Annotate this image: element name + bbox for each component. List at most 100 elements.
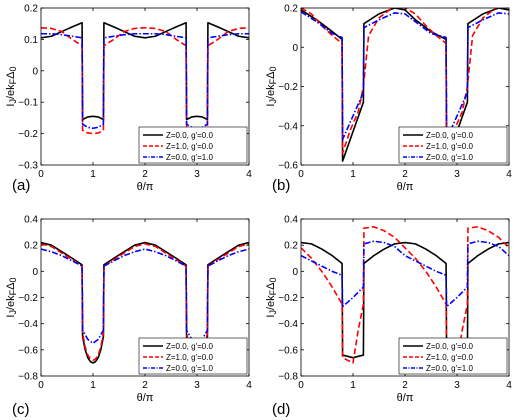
y-tick-label: −0.2	[18, 129, 38, 140]
x-tick-label: 1	[350, 380, 356, 391]
y-axis-label-part: Δ	[265, 71, 277, 79]
legend-entry-3: Z=0.0, g'=1.0	[426, 364, 473, 373]
y-axis-label-subscript: F	[8, 289, 18, 295]
y-axis-label-part: Δ	[5, 282, 17, 290]
y-axis-label: IJ/ekFΔ0	[265, 66, 278, 106]
x-axis-label: θ/π	[137, 392, 154, 404]
x-tick-label: 3	[454, 169, 460, 180]
x-tick-label: 4	[506, 169, 512, 180]
y-tick-label: 0.2	[284, 4, 298, 15]
series-line-2	[41, 26, 249, 135]
legend: Z=0.0, g'=0.0 Z=1.0, g'=0.0 Z=0.0, g'=1.0	[138, 126, 248, 164]
legend-entry-1: Z=0.0, g'=0.0	[426, 131, 473, 140]
y-tick-label: −0.4	[18, 319, 38, 330]
legend-entry-2: Z=1.0, g'=0.0	[426, 142, 473, 151]
x-tick-label: 0	[298, 169, 304, 180]
x-axis-label: θ/π	[137, 181, 154, 193]
x-axis-label: θ/π	[397, 392, 414, 404]
panel-label: (b)	[272, 177, 290, 194]
y-tick-label: −0.4	[278, 319, 298, 330]
series-line-1	[41, 21, 249, 121]
y-axis-label-part: /ek	[265, 84, 277, 99]
y-tick-label: 0	[292, 267, 298, 278]
legend-entry-1: Z=0.0, g'=0.0	[166, 131, 213, 140]
x-tick-label: 2	[142, 380, 148, 391]
legend-entry-3: Z=0.0, g'=1.0	[166, 153, 213, 162]
x-tick-label: 4	[246, 380, 252, 391]
y-axis-label-subscript: 0	[8, 277, 18, 282]
series-line-3	[301, 11, 509, 141]
y-axis-label: IJ/ekFΔ0	[265, 277, 278, 317]
y-tick-label: 0.4	[24, 215, 38, 226]
legend-entry-2: Z=1.0, g'=0.0	[166, 142, 213, 151]
y-tick-label: 0.2	[24, 241, 38, 252]
y-axis-label-subscript: 0	[8, 66, 18, 71]
legend-entry-2: Z=1.0, g'=0.0	[166, 353, 213, 362]
panel-label: (c)	[12, 401, 30, 418]
legend-box	[398, 126, 508, 164]
y-tick-label: 0	[32, 267, 38, 278]
y-tick-label: −0.6	[18, 345, 38, 356]
y-axis-label-subscript: F	[8, 78, 18, 84]
y-tick-label: −0.2	[278, 293, 298, 304]
y-axis-label-subscript: F	[268, 78, 278, 84]
y-axis-label-part: /ek	[265, 295, 277, 310]
y-tick-label: −0.3	[18, 161, 38, 172]
y-axis-label-subscript: J	[8, 310, 18, 315]
y-axis-label-subscript: 0	[268, 277, 278, 282]
y-axis-label-part: I	[265, 104, 277, 107]
y-tick-label: 0.1	[24, 35, 38, 46]
x-tick-label: 2	[402, 169, 408, 180]
x-axis-label: θ/π	[397, 181, 414, 193]
x-tick-label: 3	[194, 169, 200, 180]
y-tick-label: −0.8	[278, 372, 298, 383]
legend: Z=0.0, g'=0.0 Z=1.0, g'=0.0 Z=0.0, g'=1.0	[398, 126, 508, 164]
panel-label: (a)	[12, 177, 30, 194]
y-axis-label: IJ/ekFΔ0	[5, 277, 18, 317]
x-tick-label: 1	[350, 169, 356, 180]
series-line-2	[41, 243, 249, 362]
x-tick-label: 0	[38, 169, 44, 180]
x-tick-label: 4	[246, 169, 252, 180]
x-tick-label: 2	[402, 380, 408, 391]
legend-entry-3: Z=0.0, g'=1.0	[166, 364, 213, 373]
legend-entry-1: Z=0.0, g'=0.0	[426, 342, 473, 351]
x-tick-label: 1	[90, 380, 96, 391]
y-tick-label: −0.6	[278, 161, 298, 172]
y-tick-label: −0.2	[18, 293, 38, 304]
series-line-2	[301, 226, 509, 364]
y-tick-label: 0	[32, 66, 38, 77]
x-tick-label: 3	[194, 380, 200, 391]
chart-panel-1: 0 1 2 3 4 −0.3 −0.2 −0.1 0 0.1 0.2 θ/π IJ/ekFΔ0 Z=0.0…	[5, 4, 252, 195]
y-axis-label-part: I	[265, 315, 277, 318]
series-line-3	[41, 248, 249, 345]
series-line-3	[301, 240, 509, 308]
y-axis-label-part: I	[5, 104, 17, 107]
x-tick-label: 2	[142, 169, 148, 180]
y-tick-label: 0.4	[284, 215, 298, 226]
x-tick-label: 4	[506, 380, 512, 391]
chart-panel-3: 0 1 2 3 4−0.8−0.6−0.4−0.200.20.4θ/πIJ/ekFΔ0Z…	[5, 215, 252, 419]
y-axis-label-subscript: 0	[268, 66, 278, 71]
y-axis-label: IJ/ekFΔ0	[5, 66, 18, 106]
legend-entry-1: Z=0.0, g'=0.0	[166, 342, 213, 351]
x-tick-label: 3	[454, 380, 460, 391]
legend-entry-3: Z=0.0, g'=1.0	[426, 153, 473, 162]
y-tick-label: 0.2	[24, 4, 38, 15]
y-axis-label-part: /ek	[5, 295, 17, 310]
x-tick-label: 0	[298, 380, 304, 391]
y-axis-label-subscript: J	[268, 310, 278, 315]
y-axis-label-subscript: J	[8, 99, 18, 104]
panel-label: (d)	[272, 401, 290, 418]
y-tick-label: −0.2	[278, 82, 298, 93]
y-tick-label: −0.6	[278, 345, 298, 356]
y-tick-label: 0	[292, 43, 298, 54]
y-axis-label-subscript: J	[268, 99, 278, 104]
y-tick-label: −0.1	[18, 98, 38, 109]
y-axis-label-subscript: F	[268, 289, 278, 295]
x-tick-label: 1	[90, 169, 96, 180]
x-tick-label: 0	[38, 380, 44, 391]
legend-entry-2: Z=1.0, g'=0.0	[426, 353, 473, 362]
